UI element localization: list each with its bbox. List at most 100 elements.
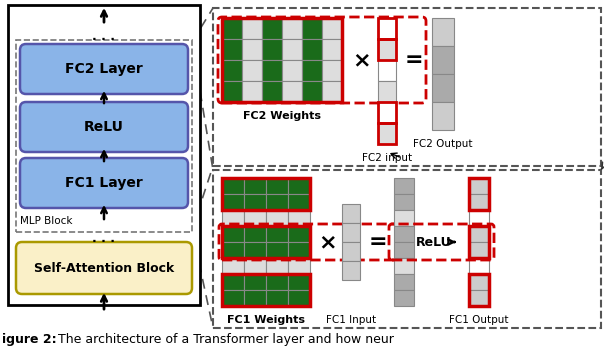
Bar <box>266 290 288 306</box>
Bar <box>288 274 310 290</box>
Text: ×: × <box>319 232 337 252</box>
Bar <box>288 226 310 242</box>
Bar <box>222 226 310 258</box>
Bar <box>282 81 302 102</box>
Bar <box>378 60 396 81</box>
Bar <box>342 242 360 261</box>
Bar <box>266 178 288 194</box>
Bar <box>378 39 396 60</box>
Bar <box>394 242 414 258</box>
Bar <box>469 242 489 258</box>
Bar <box>432 46 454 74</box>
Bar <box>322 39 342 60</box>
Bar <box>242 18 262 39</box>
Bar <box>432 74 454 102</box>
Bar <box>432 18 454 46</box>
Bar <box>302 60 322 81</box>
Bar <box>222 258 244 274</box>
Bar <box>322 18 342 39</box>
Bar <box>394 226 414 242</box>
Text: FC2 Layer: FC2 Layer <box>65 62 143 76</box>
Bar <box>342 261 360 280</box>
Bar <box>266 226 288 242</box>
Bar <box>342 204 360 223</box>
Bar <box>378 81 396 102</box>
Bar <box>222 178 244 194</box>
Bar <box>378 39 396 60</box>
Bar <box>378 102 396 123</box>
Bar <box>244 258 266 274</box>
Bar <box>242 39 262 60</box>
Bar <box>244 242 266 258</box>
Text: ×: × <box>353 50 371 70</box>
Bar <box>282 39 302 60</box>
FancyBboxPatch shape <box>20 102 188 152</box>
Bar <box>394 290 414 306</box>
Text: FC1 Output: FC1 Output <box>449 315 509 325</box>
Bar <box>288 178 310 194</box>
Bar <box>378 18 396 39</box>
Bar <box>394 210 414 226</box>
Bar <box>222 60 242 81</box>
Bar <box>378 18 396 39</box>
Bar <box>213 8 601 166</box>
Bar <box>266 258 288 274</box>
Bar <box>262 18 282 39</box>
Text: FC2 Output: FC2 Output <box>413 139 473 149</box>
Bar <box>469 258 489 274</box>
Bar <box>469 274 489 306</box>
Bar <box>266 242 288 258</box>
Bar <box>8 5 200 305</box>
Bar <box>394 194 414 210</box>
Bar <box>282 60 302 81</box>
Bar <box>469 210 489 226</box>
Text: FC1 Input: FC1 Input <box>326 315 376 325</box>
Bar <box>222 18 242 39</box>
Bar <box>222 210 244 226</box>
Text: FC2 Weights: FC2 Weights <box>243 111 321 121</box>
Text: FC1 Layer: FC1 Layer <box>65 176 143 190</box>
Bar <box>222 81 242 102</box>
Text: . . .: . . . <box>92 30 115 44</box>
Bar <box>469 178 489 194</box>
Bar <box>262 60 282 81</box>
Bar <box>213 170 601 328</box>
Bar <box>244 194 266 210</box>
Bar <box>469 194 489 210</box>
Bar <box>469 226 489 258</box>
FancyBboxPatch shape <box>16 242 192 294</box>
Bar <box>322 60 342 81</box>
Bar <box>242 60 262 81</box>
Bar <box>469 178 489 210</box>
FancyBboxPatch shape <box>20 158 188 208</box>
Bar <box>302 18 322 39</box>
Bar <box>288 210 310 226</box>
Bar <box>288 258 310 274</box>
Bar <box>469 226 489 242</box>
Bar <box>266 274 288 290</box>
Text: igure 2:: igure 2: <box>2 334 57 346</box>
Bar <box>222 290 244 306</box>
Bar <box>16 40 192 232</box>
Bar <box>244 226 266 242</box>
Bar <box>244 290 266 306</box>
Bar <box>394 178 414 194</box>
Text: ReLU: ReLU <box>416 236 455 248</box>
Bar <box>394 258 414 274</box>
Bar <box>244 210 266 226</box>
Bar <box>222 274 244 290</box>
Bar <box>222 274 310 306</box>
Bar <box>469 274 489 290</box>
Bar <box>394 274 414 290</box>
Bar <box>262 81 282 102</box>
Text: . . .: . . . <box>92 231 115 245</box>
Bar <box>288 194 310 210</box>
Bar <box>242 81 262 102</box>
Text: ReLU: ReLU <box>84 120 124 134</box>
Bar <box>266 194 288 210</box>
Bar <box>432 102 454 130</box>
Text: Self-Attention Block: Self-Attention Block <box>34 262 174 274</box>
Bar <box>266 210 288 226</box>
Bar <box>302 39 322 60</box>
Bar <box>322 81 342 102</box>
